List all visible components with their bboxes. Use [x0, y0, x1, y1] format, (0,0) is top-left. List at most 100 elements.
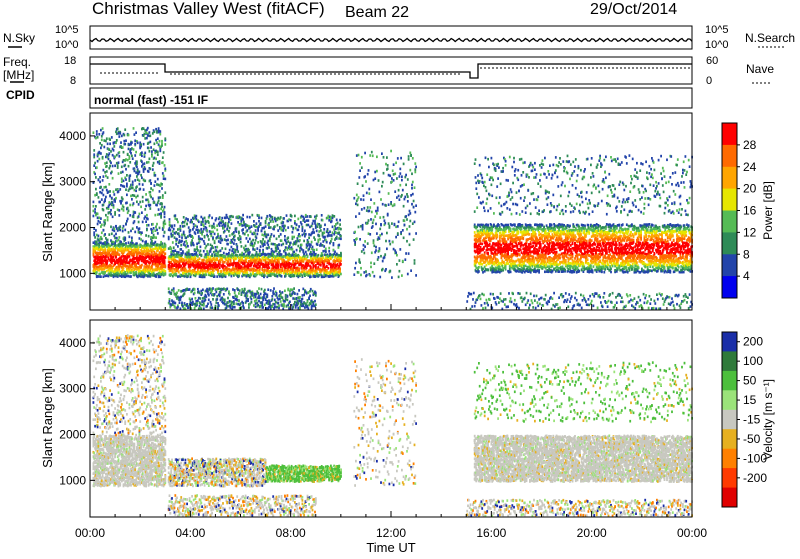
data-cell	[199, 258, 201, 261]
data-cell	[301, 248, 303, 251]
data-cell	[162, 161, 164, 164]
data-cell	[266, 295, 268, 298]
data-cell	[118, 243, 120, 246]
data-cell	[172, 303, 174, 306]
data-cell	[300, 273, 302, 276]
data-cell	[187, 235, 189, 238]
data-cell	[302, 298, 304, 301]
data-cell	[164, 206, 166, 209]
data-cell	[146, 264, 148, 267]
data-cell	[178, 266, 180, 269]
data-cell	[368, 219, 370, 222]
data-cell	[313, 231, 315, 234]
data-cell	[255, 257, 257, 260]
data-cell	[270, 220, 272, 223]
data-cell	[224, 238, 226, 241]
data-cell	[173, 290, 175, 293]
data-cell	[168, 238, 170, 241]
data-cell	[160, 212, 162, 215]
plot-title: Christmas Valley West (fitACF)	[92, 0, 325, 18]
data-cell	[154, 229, 156, 232]
data-cell	[139, 171, 141, 174]
data-cell	[97, 213, 99, 216]
data-cell	[158, 184, 160, 187]
data-cell	[182, 250, 184, 253]
data-cell	[242, 218, 244, 221]
data-cell	[93, 149, 95, 152]
data-cell	[113, 193, 115, 196]
data-cell	[118, 268, 120, 271]
data-cell	[205, 298, 207, 301]
data-cell	[328, 219, 330, 222]
data-cell	[176, 218, 178, 221]
data-cell	[213, 251, 215, 254]
data-cell	[278, 307, 280, 310]
data-cell	[129, 174, 131, 177]
data-cell	[261, 297, 263, 300]
data-cell	[134, 143, 136, 146]
data-cell	[301, 215, 303, 218]
data-cell	[250, 291, 252, 294]
data-cell	[156, 183, 158, 186]
data-cell	[145, 131, 147, 134]
data-cell	[115, 142, 117, 145]
data-cell	[147, 134, 149, 137]
data-cell	[214, 242, 216, 245]
data-cell	[142, 240, 144, 243]
data-cell	[226, 239, 228, 242]
data-cell	[111, 171, 113, 174]
data-cell	[369, 233, 371, 236]
data-cell	[138, 262, 140, 265]
data-cell	[283, 255, 285, 258]
data-cell	[215, 249, 217, 252]
data-cell	[183, 231, 185, 234]
data-cell	[159, 190, 161, 193]
data-cell	[375, 246, 377, 249]
data-cell	[269, 255, 271, 258]
data-cell	[249, 216, 251, 219]
data-cell	[138, 215, 140, 218]
data-cell	[198, 297, 200, 300]
data-cell	[255, 296, 257, 299]
data-cell	[247, 234, 249, 237]
data-cell	[335, 260, 337, 263]
data-cell	[263, 227, 265, 230]
data-cell	[108, 152, 110, 155]
data-cell	[195, 229, 197, 232]
data-cell	[264, 274, 266, 277]
data-cell	[275, 301, 277, 304]
data-cell	[367, 206, 369, 209]
data-cell	[129, 161, 131, 164]
data-cell	[112, 267, 114, 270]
nsky-trace	[90, 39, 692, 42]
data-cell	[96, 271, 98, 274]
data-cell	[262, 251, 264, 254]
data-cell	[292, 248, 294, 251]
power-data	[93, 127, 694, 311]
data-cell	[204, 236, 206, 239]
data-cell	[329, 253, 331, 256]
data-cell	[117, 253, 119, 256]
data-cell	[200, 297, 202, 300]
data-cell	[214, 293, 216, 296]
data-cell	[257, 254, 259, 257]
data-cell	[287, 248, 289, 251]
data-cell	[168, 287, 170, 290]
data-cell	[324, 236, 326, 239]
data-cell	[120, 241, 122, 244]
data-cell	[286, 305, 288, 308]
data-cell	[94, 162, 96, 165]
data-cell	[354, 241, 356, 244]
data-cell	[99, 201, 101, 204]
data-cell	[200, 250, 202, 253]
freq-row-frame	[90, 57, 692, 84]
data-cell	[200, 228, 202, 231]
data-cell	[369, 206, 371, 209]
data-cell	[336, 268, 338, 271]
data-cell	[256, 258, 258, 261]
data-cell	[282, 243, 284, 246]
data-cell	[176, 252, 178, 255]
data-cell	[118, 172, 120, 175]
data-cell	[266, 253, 268, 256]
data-cell	[368, 188, 370, 191]
